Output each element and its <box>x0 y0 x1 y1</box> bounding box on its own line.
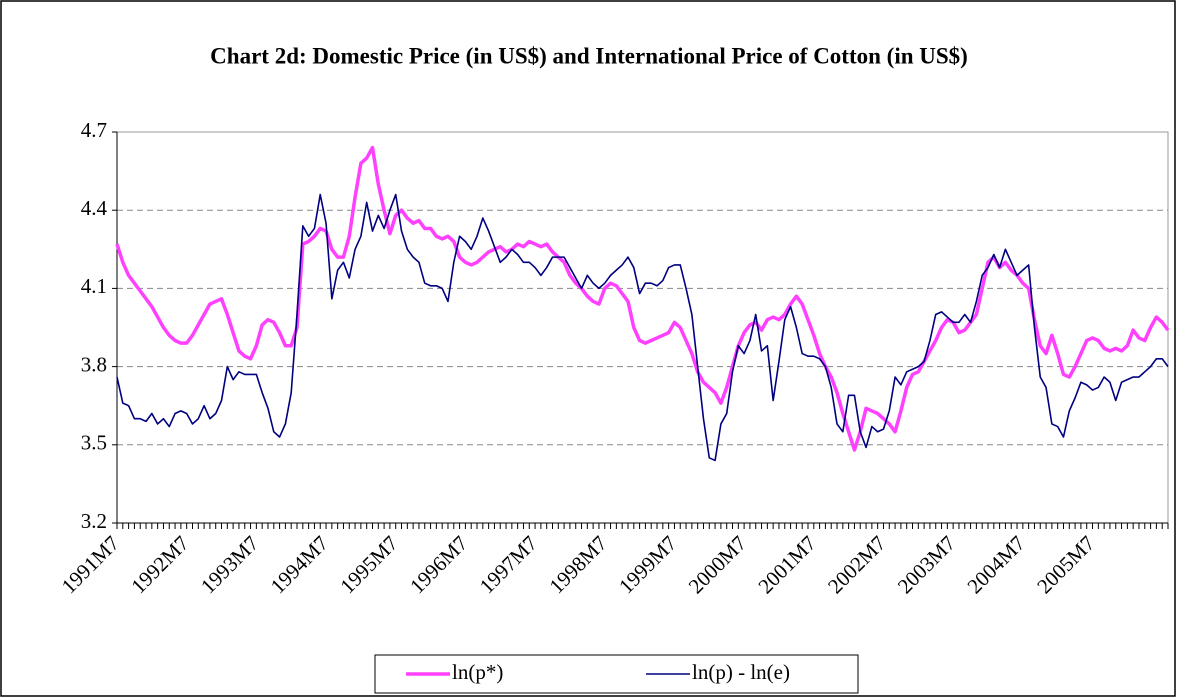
y-tick-label: 4.7 <box>81 118 107 142</box>
y-tick-label: 3.8 <box>81 352 107 376</box>
legend-label: ln(p) - ln(e) <box>692 660 790 684</box>
legend-label: ln(p*) <box>452 660 503 684</box>
legend-box <box>374 654 859 694</box>
y-tick-label: 4.4 <box>81 196 108 220</box>
plot-area <box>116 131 1169 524</box>
y-tick-label: 3.2 <box>81 509 107 533</box>
y-tick-label: 3.5 <box>81 431 107 455</box>
y-tick-label: 4.1 <box>81 274 107 298</box>
series-line <box>116 193 1169 462</box>
chart-title: Chart 2d: Domestic Price (in US$) and In… <box>210 43 968 68</box>
